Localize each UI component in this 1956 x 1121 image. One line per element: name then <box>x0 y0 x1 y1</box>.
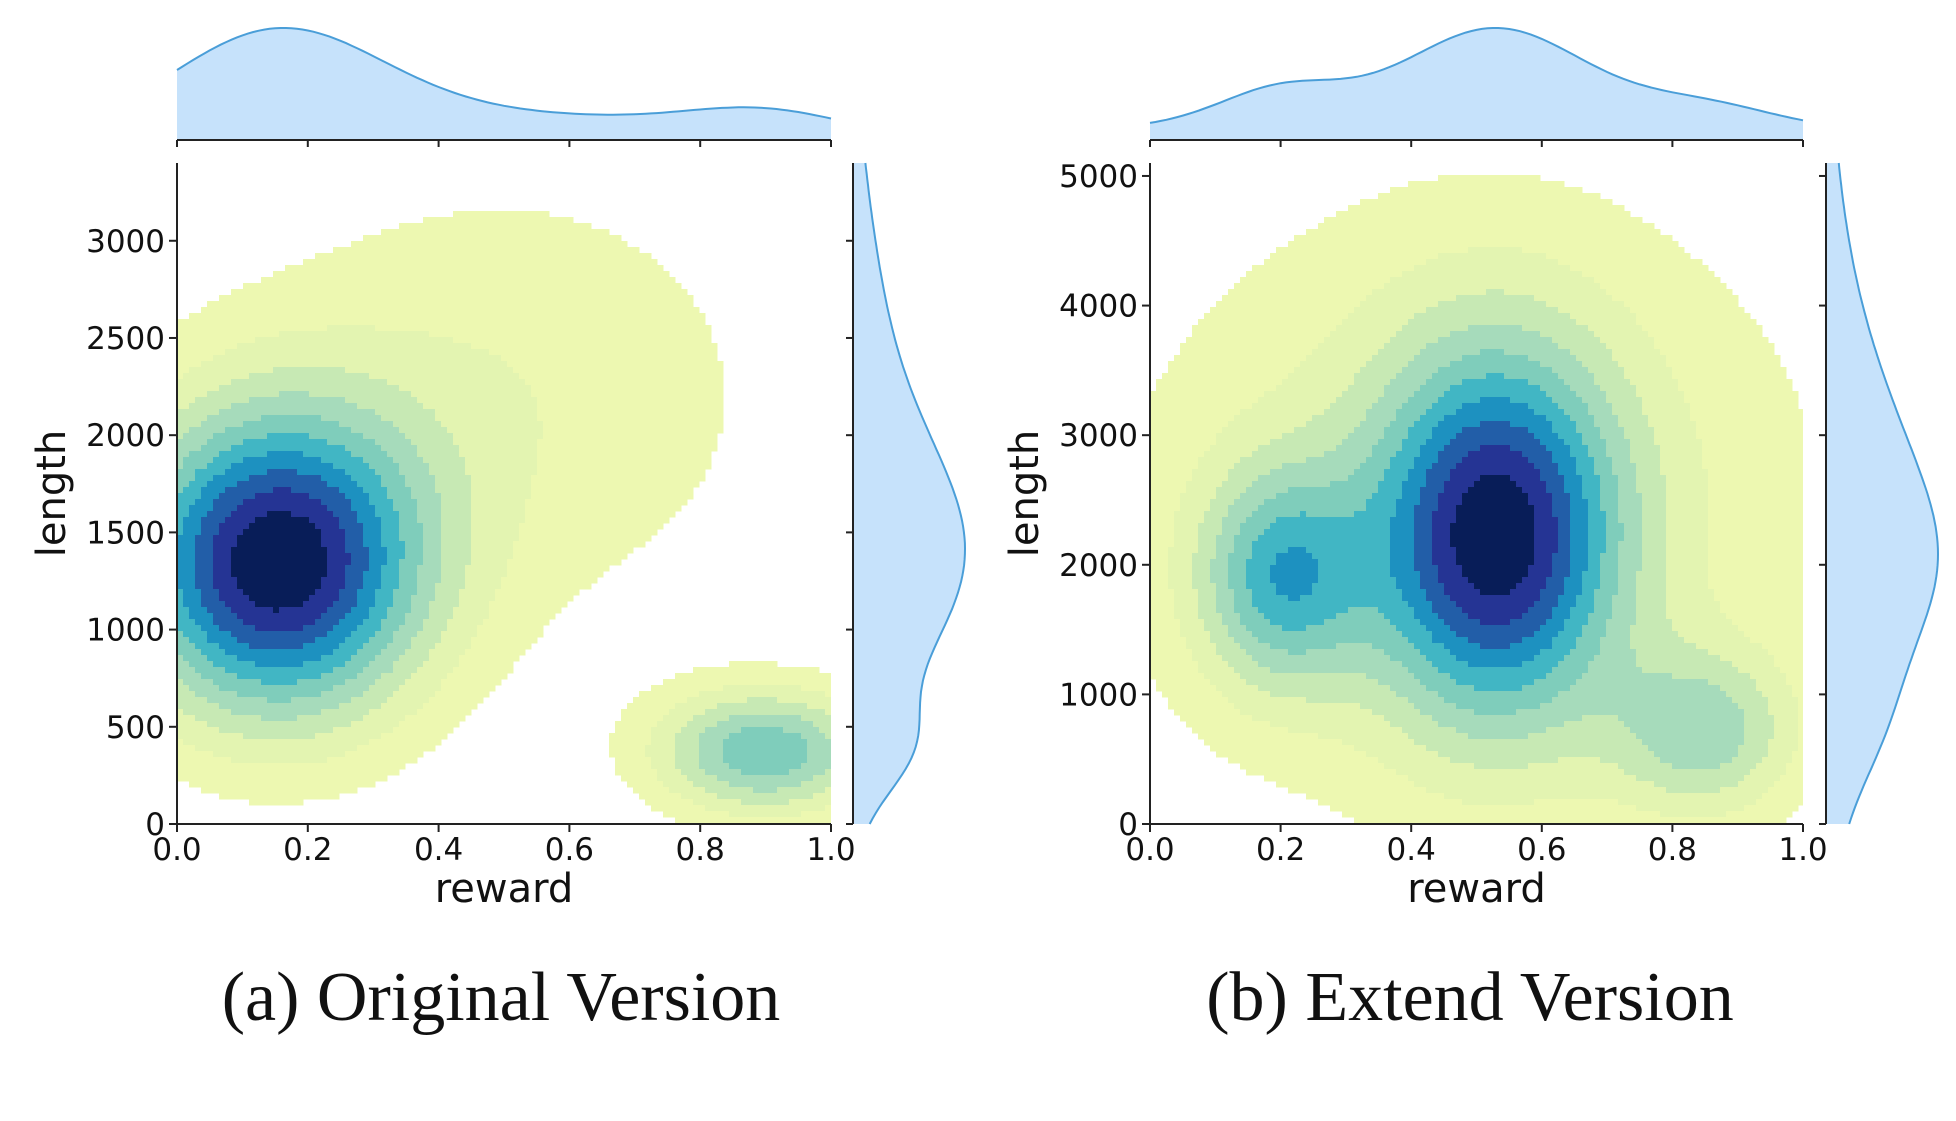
top-marginal-fill-a <box>177 28 831 140</box>
y-tick-label-a: 1500 <box>86 515 165 551</box>
y-tick-label-a: 2500 <box>86 321 165 357</box>
kde-density-field-b <box>1150 175 1805 830</box>
x-tick-label-b: 0.4 <box>1387 832 1436 868</box>
x-axis-label-a: reward <box>435 866 574 912</box>
caption-b: (b) Extend Version <box>1206 958 1734 1038</box>
y-tick-label-b: 1000 <box>1059 677 1138 713</box>
x-tick-label-a: 0.4 <box>414 832 463 868</box>
y-tick-label-b: 3000 <box>1059 418 1138 454</box>
x-tick-label-a: 0.8 <box>676 832 725 868</box>
y-tick-label-b: 2000 <box>1059 548 1138 584</box>
x-axis-label-b: reward <box>1407 866 1546 912</box>
right-marginal-fill-a <box>853 163 965 824</box>
x-tick-label-a: 0.6 <box>545 832 594 868</box>
y-tick-label-a: 1000 <box>86 613 165 649</box>
kde-density-field-a <box>177 211 832 830</box>
x-tick-label-b: 0.2 <box>1256 832 1305 868</box>
top-marginal-fill-b <box>1150 28 1803 140</box>
caption-a: (a) Original Version <box>222 958 781 1038</box>
x-tick-label-a: 0.2 <box>283 832 332 868</box>
right-marginal-fill-b <box>1826 163 1938 824</box>
x-tick-label-b: 1.0 <box>1778 832 1827 868</box>
y-tick-label-b: 4000 <box>1059 289 1138 325</box>
y-tick-label-a: 0 <box>145 807 165 843</box>
y-axis-label-a: length <box>29 430 75 558</box>
y-tick-label-a: 500 <box>106 710 165 746</box>
y-tick-label-b: 5000 <box>1059 159 1138 195</box>
x-tick-label-b: 0.6 <box>1517 832 1566 868</box>
x-tick-label-b: 0.8 <box>1648 832 1697 868</box>
y-tick-label-a: 3000 <box>86 224 165 260</box>
y-axis-label-b: length <box>1002 430 1048 558</box>
y-tick-label-b: 0 <box>1118 807 1138 843</box>
x-tick-label-a: 1.0 <box>806 832 855 868</box>
y-tick-label-a: 2000 <box>86 418 165 454</box>
